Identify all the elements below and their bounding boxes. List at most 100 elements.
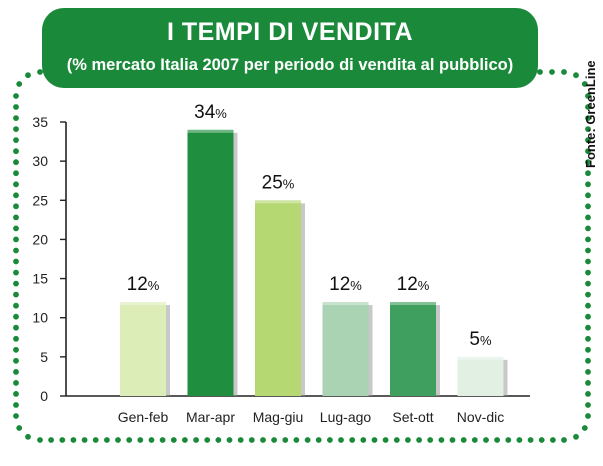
border-dot bbox=[13, 324, 19, 331]
border-dot bbox=[13, 313, 19, 320]
border-dot bbox=[585, 280, 591, 287]
border-dot bbox=[13, 236, 19, 243]
border-dot bbox=[483, 437, 489, 443]
border-dot bbox=[585, 357, 591, 364]
border-dot bbox=[13, 159, 19, 166]
border-dot bbox=[585, 269, 591, 276]
border-dot bbox=[449, 437, 456, 443]
data-label: 25% bbox=[262, 172, 295, 193]
border-dot bbox=[25, 433, 31, 440]
border-dot bbox=[215, 437, 222, 443]
y-tick-label: 20 bbox=[32, 231, 48, 247]
border-dot bbox=[137, 437, 144, 443]
border-dot bbox=[70, 437, 77, 443]
border-dot bbox=[182, 437, 188, 443]
chart-subtitle: (% mercato Italia 2007 per periodo di ve… bbox=[66, 56, 514, 74]
dotted-border bbox=[13, 69, 591, 443]
border-dot bbox=[585, 324, 591, 331]
bar-highlight bbox=[457, 356, 504, 360]
border-dot bbox=[13, 137, 19, 144]
x-tick-label: Set-ott bbox=[392, 409, 433, 425]
data-label: 5% bbox=[469, 329, 492, 350]
x-tick-label: Mag-giu bbox=[253, 409, 304, 425]
border-dot bbox=[585, 391, 591, 397]
border-dot bbox=[585, 369, 591, 375]
border-dot bbox=[585, 258, 591, 265]
border-dot bbox=[405, 437, 411, 443]
border-dot bbox=[16, 425, 23, 431]
border-dot bbox=[226, 437, 233, 443]
border-dot bbox=[561, 69, 567, 75]
border-dot bbox=[527, 437, 534, 443]
border-dot bbox=[585, 346, 591, 353]
border-dot bbox=[516, 437, 523, 443]
border-dot bbox=[248, 437, 255, 443]
border-dot bbox=[304, 437, 311, 443]
border-dot bbox=[471, 437, 478, 443]
border-dot bbox=[505, 437, 512, 443]
chart-header: I TEMPI DI VENDITA (% mercato Italia 200… bbox=[42, 8, 538, 88]
x-tick-label: Mar-apr bbox=[186, 409, 235, 425]
border-dot bbox=[260, 437, 266, 443]
border-dot bbox=[585, 159, 591, 166]
border-dot bbox=[13, 280, 19, 287]
border-dot bbox=[126, 437, 133, 443]
border-dot bbox=[573, 433, 579, 440]
border-dot bbox=[13, 181, 19, 188]
border-dot bbox=[550, 437, 556, 443]
border-dot bbox=[537, 69, 543, 75]
border-dot bbox=[81, 437, 88, 443]
border-dot bbox=[13, 104, 19, 110]
bar-highlight bbox=[255, 200, 301, 204]
border-dot bbox=[382, 437, 389, 443]
border-dot bbox=[13, 291, 19, 298]
border-dot bbox=[115, 437, 121, 443]
border-dot bbox=[204, 437, 211, 443]
y-tick-label: 5 bbox=[40, 349, 48, 365]
bar bbox=[390, 302, 436, 396]
border-dot bbox=[16, 81, 23, 87]
border-dot bbox=[349, 437, 356, 443]
border-dot bbox=[585, 313, 591, 320]
border-dot bbox=[37, 437, 43, 443]
border-dot bbox=[193, 437, 200, 443]
border-dot bbox=[581, 425, 588, 431]
border-dot bbox=[327, 437, 333, 443]
y-tick-label: 30 bbox=[32, 153, 48, 169]
y-tick-label: 25 bbox=[32, 192, 48, 208]
bar bbox=[457, 356, 504, 396]
bar bbox=[120, 302, 166, 396]
data-label: 12% bbox=[397, 274, 430, 295]
border-dot bbox=[438, 437, 445, 443]
border-dot bbox=[585, 104, 591, 110]
y-tick-label: 15 bbox=[32, 271, 48, 287]
border-dot bbox=[271, 437, 277, 443]
bar-highlight bbox=[390, 302, 436, 306]
border-dot bbox=[13, 148, 19, 155]
border-dot bbox=[585, 203, 591, 210]
border-dot bbox=[13, 269, 19, 276]
border-dot bbox=[585, 225, 591, 232]
border-dot bbox=[13, 413, 19, 419]
border-dot bbox=[585, 247, 591, 254]
x-tick-label: Gen-feb bbox=[118, 409, 169, 425]
data-label: 12% bbox=[329, 274, 362, 295]
border-dot bbox=[13, 346, 19, 353]
x-tick-label: Lug-ago bbox=[320, 409, 372, 425]
border-dot bbox=[13, 302, 19, 309]
border-dot bbox=[315, 437, 322, 443]
border-dot bbox=[585, 115, 591, 121]
bar-highlight bbox=[120, 302, 166, 306]
border-dot bbox=[13, 126, 19, 132]
border-dot bbox=[13, 247, 19, 254]
border-dot bbox=[13, 225, 19, 232]
border-dot bbox=[148, 437, 155, 443]
data-label: 34% bbox=[194, 102, 227, 123]
border-dot bbox=[460, 437, 467, 443]
border-dot bbox=[13, 258, 19, 265]
border-dot bbox=[585, 126, 591, 132]
border-dot bbox=[585, 192, 591, 199]
y-tick-label: 10 bbox=[32, 310, 48, 326]
border-dot bbox=[237, 437, 244, 443]
